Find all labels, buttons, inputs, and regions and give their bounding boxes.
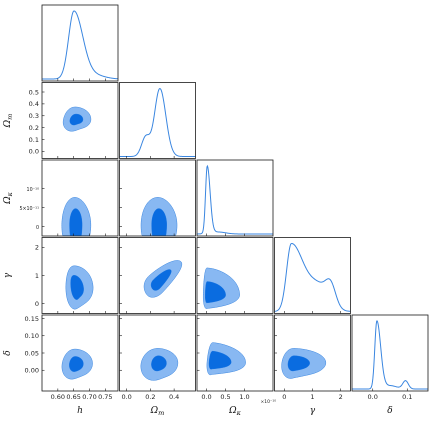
contour-68-h-Ok	[69, 208, 83, 236]
x-tick-label-Om: 0.0	[121, 393, 131, 401]
contour-68-gamma-delta	[287, 355, 310, 372]
y-tick-label-delta: 0.10	[25, 332, 39, 340]
panel-frame-h-h	[41, 4, 119, 82]
y-tick-label-gamma: 1	[35, 272, 39, 280]
x-offset-label-Ok: ×10⁻¹⁰	[261, 399, 277, 405]
panel-frame-Ok-Ok	[196, 159, 274, 237]
x-tick-label-Ok: 0.5	[220, 393, 230, 401]
x-tick-label-Ok: 1.0	[239, 393, 249, 401]
y-tick-label-Ok: 10⁻¹⁰	[27, 187, 40, 193]
marginal-curve-delta	[352, 320, 428, 390]
y-axis-label-Om: Ωm	[3, 114, 14, 129]
y-tick-label-Om: 0.1	[29, 136, 39, 144]
y-tick-label-Om: 0.2	[29, 124, 39, 132]
y-tick-label-delta: 0.00	[25, 367, 39, 375]
x-axis-label-delta: δ	[387, 406, 392, 416]
panel-frame-Om-Ok	[119, 159, 196, 237]
contour-68-h-Om	[69, 113, 84, 126]
contour-68-h-gamma	[70, 275, 84, 300]
x-tick-label-gamma: 1	[310, 393, 314, 401]
panel-frame-h-Ok	[41, 159, 119, 237]
marginal-curve-Ok	[197, 164, 273, 235]
x-axis-label-Ok: Ωκ	[228, 406, 241, 417]
panel-frame-h-Om	[41, 82, 119, 159]
contour-68-Ok-gamma	[205, 281, 226, 304]
x-tick-label-gamma: 2	[339, 393, 343, 401]
x-tick-label-h: 0.70	[82, 393, 96, 401]
panel-frame-delta-delta	[351, 314, 429, 392]
y-tick-label-Ok: 5×10⁻¹¹	[19, 206, 39, 212]
x-tick-label-gamma: 0	[282, 393, 286, 401]
x-axis-label-Om: Ωm	[150, 406, 165, 417]
marginal-curve-h	[42, 10, 119, 80]
contour-68-Om-Ok	[151, 208, 167, 236]
x-tick-label-Om: 0.4	[169, 393, 179, 401]
y-tick-label-gamma: 2	[35, 244, 39, 252]
x-tick-label-h: 0.60	[51, 393, 65, 401]
contour-68-h-delta	[69, 356, 84, 372]
contour-68-Om-delta	[151, 355, 167, 372]
contour-68-Om-gamma	[150, 269, 172, 291]
y-tick-label-Om: 0.3	[29, 112, 39, 120]
y-axis-label-Ok: Ωκ	[3, 191, 14, 204]
y-tick-label-Ok: 0	[36, 225, 39, 231]
y-tick-label-delta: 0.05	[25, 349, 39, 357]
y-tick-label-Om: 0.5	[29, 88, 39, 96]
y-tick-label-Om: 0.0	[29, 148, 39, 156]
marginal-curve-gamma	[274, 242, 351, 312]
y-tick-label-delta: 0.15	[25, 315, 39, 323]
x-tick-label-Om: 0.2	[145, 393, 155, 401]
marginal-curve-Om	[119, 87, 196, 157]
x-tick-label-h: 0.75	[98, 393, 112, 401]
x-axis-label-h: h	[77, 406, 83, 416]
y-axis-label-delta: δ	[3, 350, 13, 355]
y-axis-label-gamma: γ	[3, 272, 13, 278]
x-tick-label-delta: 0.0	[368, 393, 378, 401]
y-tick-label-gamma: 0	[35, 300, 39, 308]
x-tick-label-h: 0.65	[66, 393, 80, 401]
x-tick-label-Ok: 0.0	[201, 393, 211, 401]
panel-frame-Om-Om	[119, 82, 196, 159]
x-axis-label-gamma: γ	[310, 406, 316, 416]
y-tick-label-Om: 0.4	[29, 100, 39, 108]
contour-68-Ok-delta	[208, 350, 232, 370]
x-tick-label-delta: 0.1	[402, 393, 412, 401]
